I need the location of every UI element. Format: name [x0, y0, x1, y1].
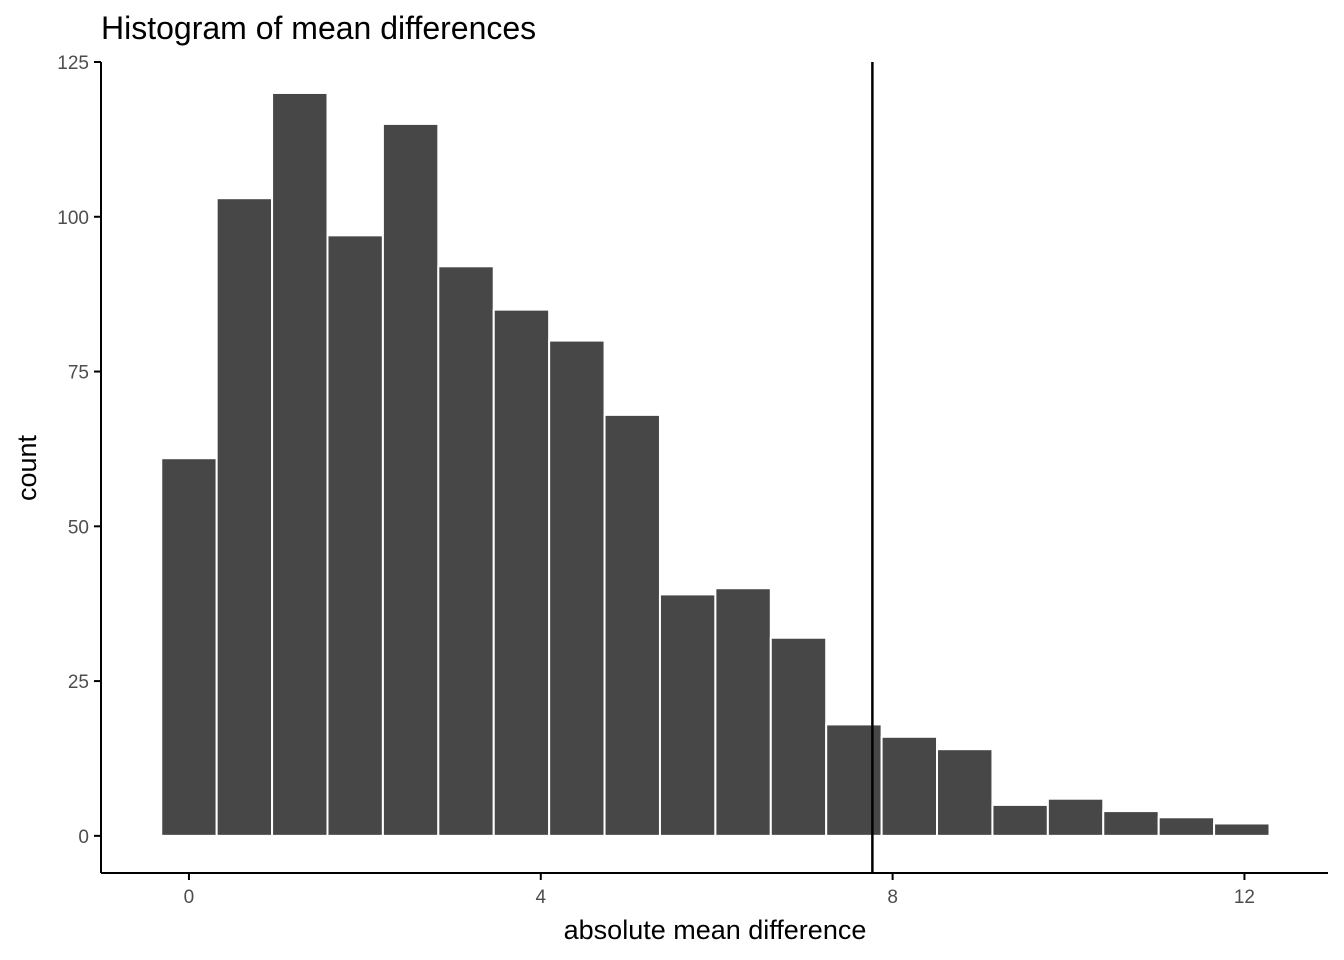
y-tick-label: 50	[68, 517, 89, 538]
histogram-bar	[769, 636, 828, 837]
histogram-bar	[1157, 816, 1216, 837]
histogram-bar	[437, 265, 495, 837]
y-tick-label: 125	[57, 53, 89, 74]
x-tick-label: 4	[535, 887, 546, 908]
y-tick-label: 25	[68, 672, 89, 693]
histogram-bar	[271, 91, 329, 837]
chart-title: Histogram of mean differences	[101, 10, 536, 46]
y-axis-title: count	[12, 434, 42, 501]
histogram-bar	[548, 339, 606, 837]
histogram-bar	[492, 308, 551, 837]
x-tick-label: 8	[887, 887, 898, 908]
bars-group	[160, 91, 1271, 837]
x-axis-title: absolute mean difference	[564, 915, 867, 945]
histogram-bar	[381, 122, 440, 837]
histogram-bar	[215, 197, 274, 837]
histogram-bar	[160, 457, 218, 837]
x-axis-ticks: 0 4 8 12	[184, 873, 1255, 908]
x-tick-label: 0	[184, 887, 195, 908]
x-tick-label: 12	[1234, 887, 1255, 908]
histogram-bar	[936, 748, 994, 837]
y-tick-label: 75	[68, 363, 89, 384]
histogram-bar	[603, 413, 661, 837]
histogram-bar	[1046, 797, 1105, 837]
y-tick-label: 0	[78, 827, 89, 848]
y-axis-ticks: 0 25 50 75 100 125	[57, 53, 101, 848]
y-tick-label: 100	[57, 208, 89, 229]
histogram-bar	[880, 735, 939, 837]
histogram-bar	[1102, 810, 1160, 837]
histogram-bar	[1213, 822, 1271, 837]
histogram-bar	[326, 234, 384, 837]
histogram-bar	[991, 803, 1049, 837]
histogram-bar	[714, 587, 772, 837]
histogram-bar	[658, 593, 717, 837]
